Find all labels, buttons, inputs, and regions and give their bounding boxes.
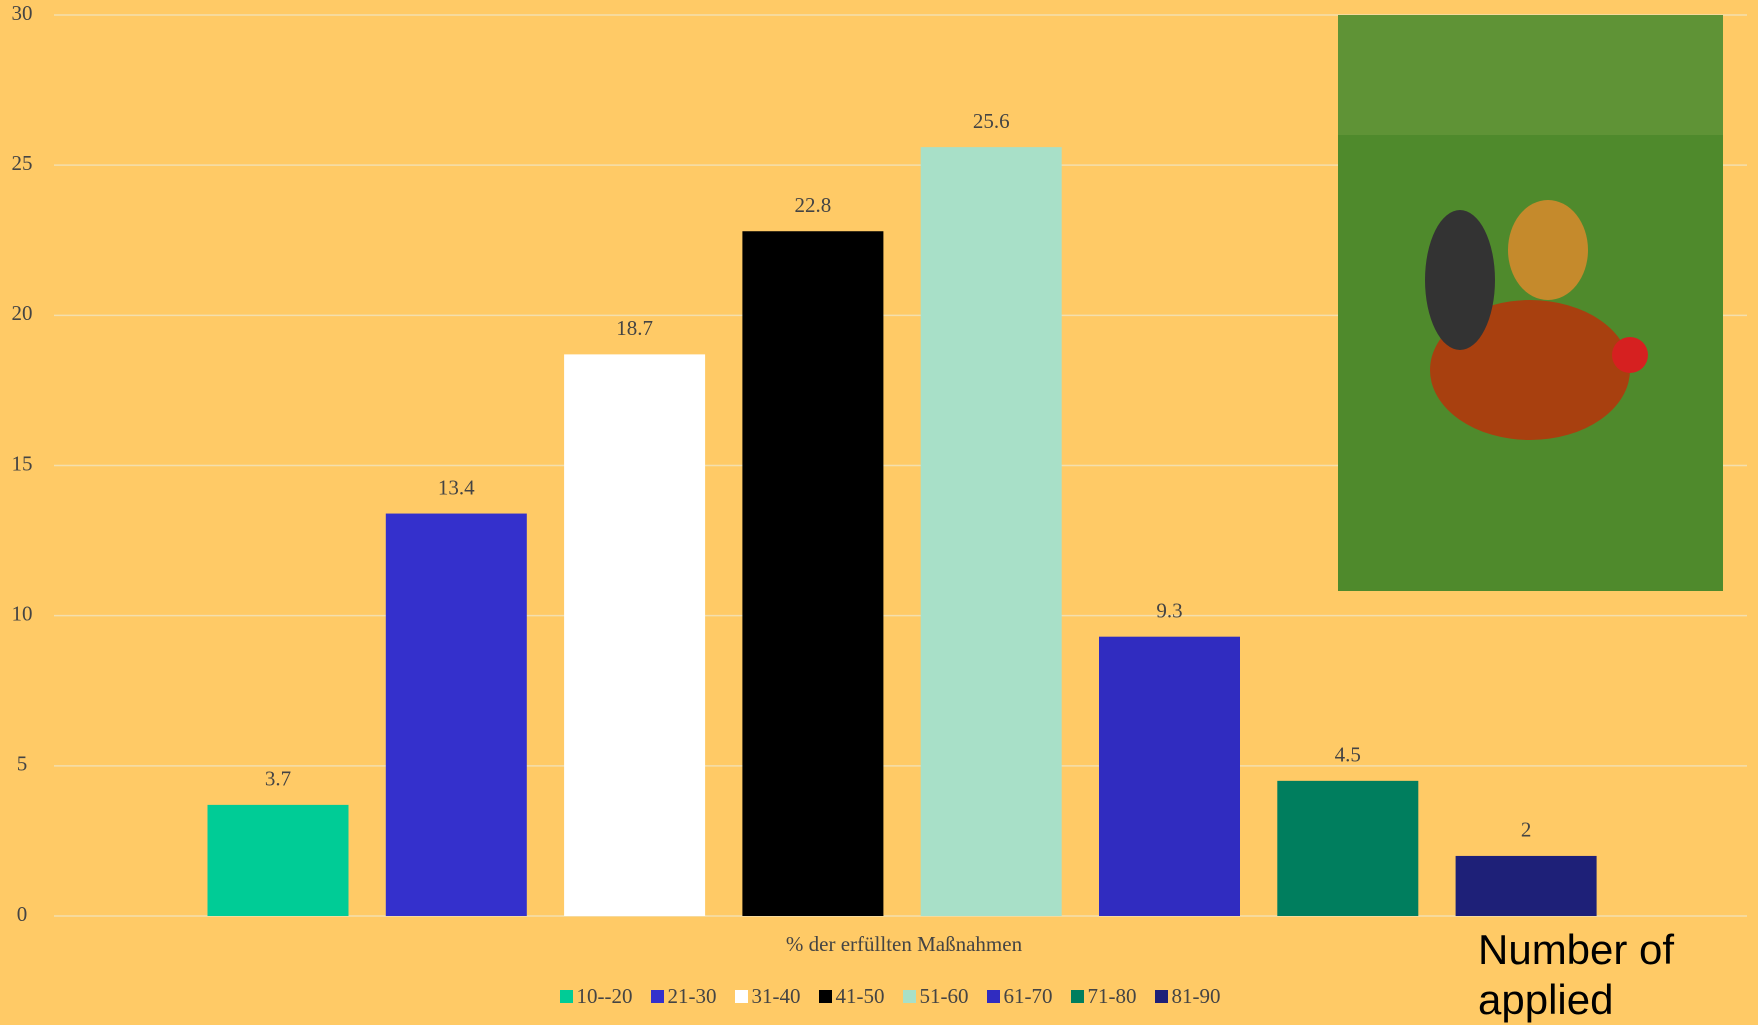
value-label: 2 (1521, 818, 1532, 842)
legend-swatch (559, 990, 573, 1003)
y-tick-label: 5 (17, 752, 28, 776)
legend-entry: 81-90 (1154, 984, 1221, 1009)
bar (1099, 636, 1240, 916)
legend-entry: 51-60 (902, 984, 969, 1009)
bar (1277, 780, 1419, 916)
legend-entry: 61-70 (986, 984, 1053, 1009)
legend-entry: 10--20 (559, 984, 633, 1009)
legend-label: 41-50 (835, 984, 885, 1008)
legend-swatch (650, 990, 664, 1003)
value-label: 22.8 (795, 193, 832, 217)
value-label: 4.5 (1335, 743, 1361, 767)
legend-entry: 31-40 (734, 984, 801, 1009)
annotation: Number of applied (1478, 926, 1675, 1023)
bar (742, 231, 884, 917)
legend-swatch (902, 990, 916, 1003)
legend-swatch (1070, 990, 1084, 1003)
value-label: 18.7 (616, 316, 653, 340)
legend-entry: 71-80 (1070, 984, 1137, 1009)
y-tick-label: 30 (12, 1, 33, 25)
bar (920, 147, 1062, 916)
legend-swatch (986, 990, 1000, 1003)
legend-label: 61-70 (1003, 984, 1053, 1008)
legend-label: 81-90 (1171, 984, 1221, 1008)
legend-label: 71-80 (1087, 984, 1137, 1008)
value-label: 9.3 (1156, 599, 1182, 623)
legend-label: 10--20 (576, 984, 633, 1008)
bar (564, 354, 706, 916)
y-tick-label: 20 (12, 301, 33, 325)
legend-label: 31-40 (751, 984, 801, 1008)
value-label: 25.6 (973, 109, 1010, 133)
legend-label: 51-60 (919, 984, 969, 1008)
legend-entry: 21-30 (650, 984, 717, 1009)
legend: 10--20 21-30 31-40 41-50 51-60 61-70 71-80 81-9… (0, 984, 1758, 1009)
value-label: 3.7 (265, 767, 291, 791)
x-axis-label: % der erfüllten Maßnahmen (786, 932, 1023, 956)
legend-swatch (818, 990, 832, 1003)
legend-swatch (734, 990, 748, 1003)
bar (207, 804, 349, 916)
legend-entry: 41-50 (818, 984, 885, 1009)
legend-swatch (1154, 990, 1168, 1003)
y-tick-label: 0 (17, 902, 28, 926)
bar (1455, 855, 1597, 916)
bar (385, 513, 527, 916)
y-tick-label: 25 (12, 151, 33, 175)
legend-label: 21-30 (667, 984, 717, 1008)
photo (1338, 15, 1723, 591)
y-tick-label: 10 (12, 601, 33, 625)
value-label: 13.4 (438, 475, 475, 499)
y-tick-label: 15 (12, 451, 33, 475)
